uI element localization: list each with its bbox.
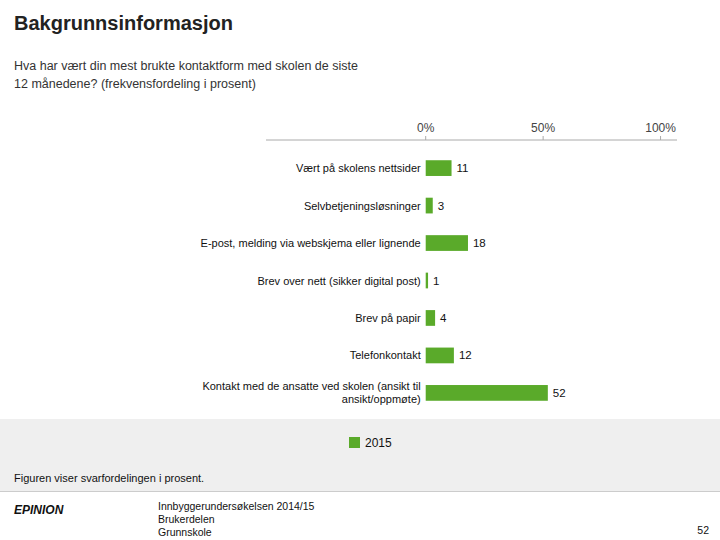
bars [426,160,548,401]
category-label: Vært på skolens nettsider [296,162,421,174]
footer-note: Figuren viser svarfordelingen i prosent. [14,472,204,484]
bar [426,273,428,289]
bottom-bar [0,491,720,540]
x-tick [660,136,661,140]
data-label: 18 [473,237,486,249]
category-label: Telefonkontakt [350,349,421,361]
background [0,0,720,540]
footer-info: Brukerdelen [158,513,215,525]
title: Bakgrunnsinformasjon [14,12,233,34]
x-tick-label: 0% [417,121,435,135]
category-label: Brev på papir [355,312,421,324]
bar [426,310,435,326]
bar [426,160,452,176]
x-tick-label: 50% [531,121,555,135]
bar [426,198,433,214]
category-label: E-post, melding via webskjema eller lign… [201,237,421,249]
footer-info: Grunnskole [158,526,212,538]
bar [426,348,454,364]
bar [426,235,468,251]
category-label: Selvbetjeningsløsninger [304,200,421,212]
data-label: 4 [440,312,447,324]
data-label: 12 [459,349,472,361]
chart: Bakgrunnsinformasjon Hva har vært din mes… [0,0,720,540]
bar [426,385,548,401]
data-label: 3 [438,200,444,212]
page-number: 52 [697,524,709,536]
legend-label: 2015 [365,436,392,450]
subtitle: Hva har vært din mest brukte kontaktform… [14,59,358,91]
category-label: Brev over nett (sikker digital post) [257,275,420,287]
x-tick-label: 100% [645,121,676,135]
separator [0,491,720,492]
category-label: Kontakt med de ansatte ved skolen (ansik… [202,380,420,405]
x-tick [543,136,544,140]
x-tick [425,136,426,140]
footer-info: Innbyggerundersøkelsen 2014/15 [158,500,315,512]
x-axis-line [266,140,677,141]
legend-swatch [349,437,360,448]
data-label: 1 [433,275,439,287]
data-label: 52 [553,387,566,399]
data-label: 11 [457,162,469,174]
brand: EPINION [14,503,64,517]
footer-background [0,419,720,502]
